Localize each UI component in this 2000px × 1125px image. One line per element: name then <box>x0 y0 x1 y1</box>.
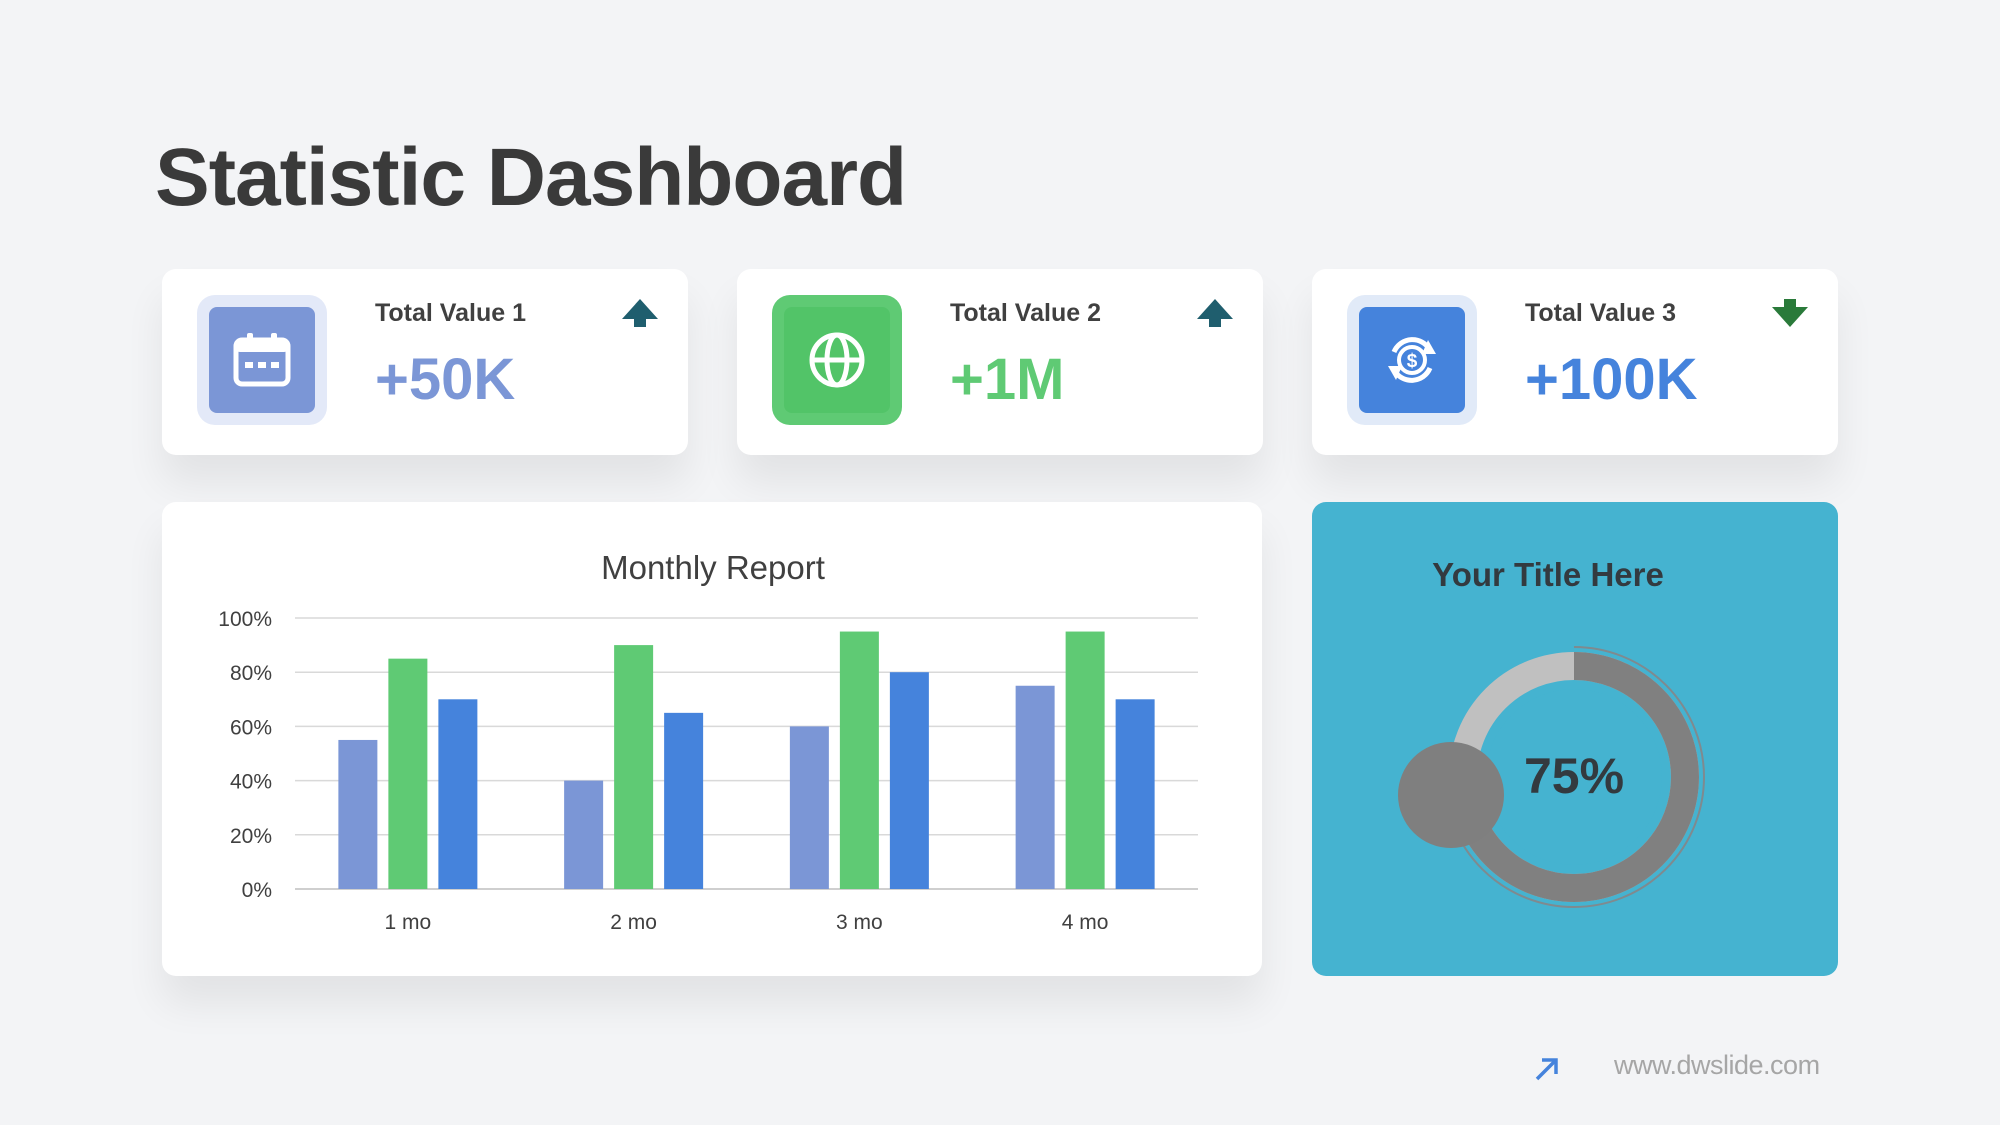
trend-down-icon <box>1772 299 1808 327</box>
gauge-center <box>1486 689 1662 865</box>
stat-icon-tile: $ <box>1347 295 1477 425</box>
monthly-report-card: Monthly Report 0% 20% 40% 60% 80% 100% 1 mo 2 … <box>162 502 1262 976</box>
stat-card-1: Total Value 1 +50K <box>162 269 688 455</box>
bar-1mo-s2 <box>388 658 428 889</box>
chart-grid <box>295 617 1198 890</box>
page-title: Statistic Dashboard <box>155 132 907 223</box>
stat-label: Total Value 3 <box>1525 299 1676 327</box>
y-tick-label: 0% <box>242 879 272 902</box>
bar-1mo-s3 <box>438 699 478 889</box>
stat-label: Total Value 2 <box>950 299 1101 327</box>
stat-value: +50K <box>375 347 516 412</box>
chart-x-axis: 1 mo 2 mo 3 mo 4 mo <box>385 911 1109 934</box>
gauge-value: 75% <box>1524 748 1624 804</box>
bar-1mo-s1 <box>338 739 378 889</box>
gauge-knob <box>1398 742 1504 848</box>
stat-label: Total Value 1 <box>375 299 526 327</box>
trend-up-icon <box>1197 299 1233 327</box>
bar-2mo-s3 <box>664 712 704 889</box>
bar-4mo-s3 <box>1115 699 1155 889</box>
bar-4mo-s2 <box>1065 631 1105 889</box>
chart-bars <box>338 631 1155 889</box>
stat-icon-tile <box>197 295 327 425</box>
bar-3mo-s1 <box>789 726 829 889</box>
y-tick-label: 80% <box>230 662 272 685</box>
x-tick-label: 2 mo <box>610 911 657 934</box>
stat-icon-tile <box>772 295 902 425</box>
bar-3mo-s2 <box>839 631 879 889</box>
y-tick-label: 20% <box>230 825 272 848</box>
x-tick-label: 3 mo <box>836 911 883 934</box>
gauge-card: Your Title Here 75% <box>1312 502 1838 976</box>
x-tick-label: 1 mo <box>385 911 432 934</box>
calendar-icon <box>209 307 315 413</box>
currency-exchange-icon: $ <box>1359 307 1465 413</box>
gauge-outer-ring <box>1443 646 1705 908</box>
stat-value: +100K <box>1525 347 1698 412</box>
gauge-title: Your Title Here <box>1432 556 1664 593</box>
chart-title: Monthly Report <box>601 549 825 586</box>
stat-card-3: $ Total Value 3 +100K <box>1312 269 1838 455</box>
y-tick-label: 40% <box>230 771 272 794</box>
trend-up-icon <box>622 299 658 327</box>
stat-card-2: Total Value 2 +1M <box>737 269 1263 455</box>
footer-url[interactable]: www.dwslide.com <box>1614 1050 1820 1080</box>
x-tick-label: 4 mo <box>1062 911 1109 934</box>
y-tick-label: 100% <box>218 608 272 631</box>
y-tick-label: 60% <box>230 716 272 739</box>
chart-y-axis: 0% 20% 40% 60% 80% 100% <box>218 608 272 902</box>
bar-3mo-s3 <box>889 672 929 889</box>
stat-value: +1M <box>950 347 1065 412</box>
donut-gauge: 75% <box>1398 646 1705 908</box>
arrow-icon <box>1535 1058 1558 1081</box>
bar-4mo-s1 <box>1015 685 1055 889</box>
bar-2mo-s1 <box>564 780 604 889</box>
svg-text:$: $ <box>1407 351 1418 372</box>
bar-chart: Monthly Report 0% 20% 40% 60% 80% 100% 1 mo 2 … <box>218 549 1198 934</box>
bar-2mo-s2 <box>614 645 654 889</box>
globe-icon <box>784 307 890 413</box>
